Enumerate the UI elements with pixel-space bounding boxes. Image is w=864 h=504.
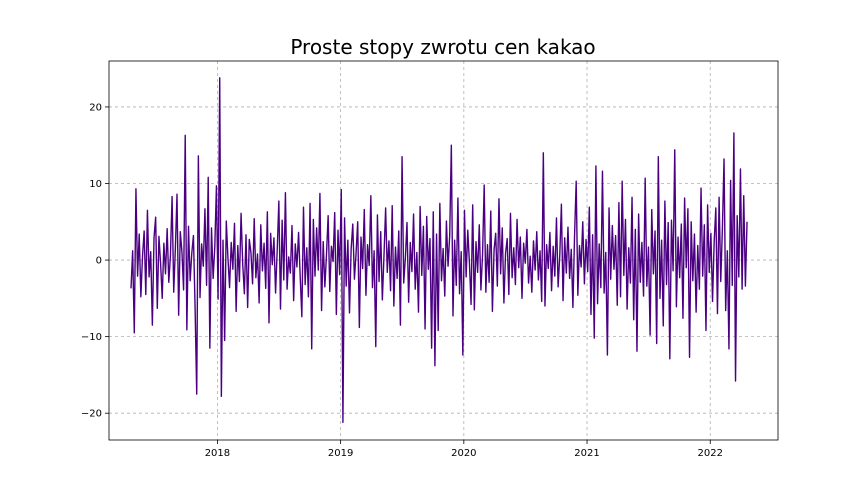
plot-area-frame — [108, 60, 779, 441]
y-axis: 20 10 0 −10 −20 — [81, 102, 109, 420]
x-tick-label: 2019 — [328, 448, 353, 459]
x-tick-label: 2022 — [698, 448, 723, 459]
y-tick-label: 20 — [89, 102, 102, 113]
x-axis: 2018 2019 2020 2021 2022 — [205, 440, 723, 459]
y-tick-label: 0 — [96, 256, 102, 267]
y-tick-label: 10 — [89, 179, 102, 190]
x-tick-label: 2018 — [205, 448, 230, 459]
y-tick-label: −10 — [81, 332, 102, 343]
chart-title: Proste stopy zwrotu cen kakao — [290, 35, 595, 59]
series-line — [130, 77, 748, 424]
x-tick-label: 2021 — [574, 448, 599, 459]
x-tick-label: 2020 — [451, 448, 476, 459]
y-tick-label: −20 — [81, 409, 102, 420]
